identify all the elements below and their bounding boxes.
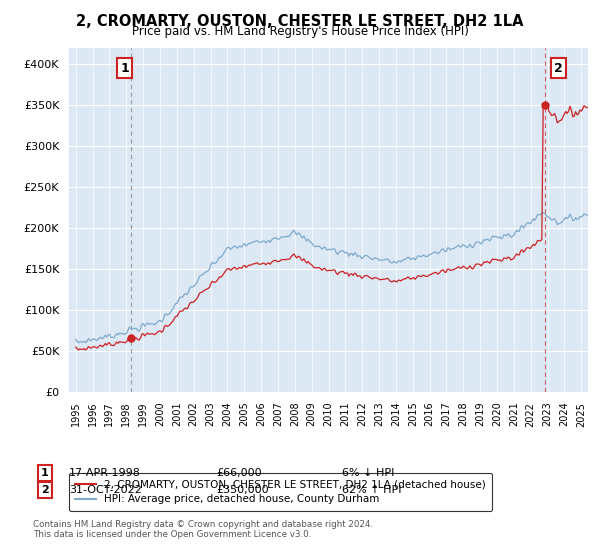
Text: Price paid vs. HM Land Registry's House Price Index (HPI): Price paid vs. HM Land Registry's House … <box>131 25 469 38</box>
Text: 62% ↑ HPI: 62% ↑ HPI <box>342 485 401 495</box>
Text: 1: 1 <box>41 468 49 478</box>
Text: £66,000: £66,000 <box>216 468 262 478</box>
Text: 17-APR-1998: 17-APR-1998 <box>69 468 141 478</box>
Text: £350,000: £350,000 <box>216 485 269 495</box>
Text: 6% ↓ HPI: 6% ↓ HPI <box>342 468 394 478</box>
Text: Contains HM Land Registry data © Crown copyright and database right 2024.
This d: Contains HM Land Registry data © Crown c… <box>33 520 373 539</box>
Text: 2, CROMARTY, OUSTON, CHESTER LE STREET, DH2 1LA: 2, CROMARTY, OUSTON, CHESTER LE STREET, … <box>76 14 524 29</box>
Text: 2: 2 <box>41 485 49 495</box>
Text: 2: 2 <box>554 62 563 74</box>
Legend: 2, CROMARTY, OUSTON, CHESTER LE STREET, DH2 1LA (detached house), HPI: Average p: 2, CROMARTY, OUSTON, CHESTER LE STREET, … <box>69 473 493 511</box>
Text: 31-OCT-2022: 31-OCT-2022 <box>69 485 142 495</box>
Text: 1: 1 <box>120 62 129 74</box>
